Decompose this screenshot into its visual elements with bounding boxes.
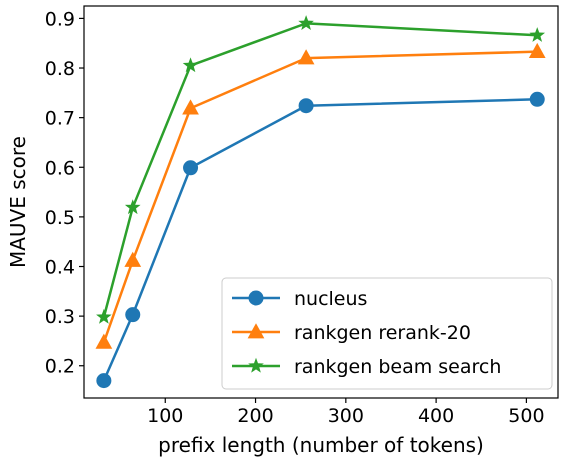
data-point [182, 99, 199, 115]
legend-marker [248, 290, 264, 306]
legend-entry: rankgen beam search [232, 356, 501, 378]
data-point [125, 307, 141, 323]
legend-entry: nucleus [232, 288, 367, 310]
y-tick-label: 0.7 [45, 108, 75, 130]
y-tick-label: 0.3 [45, 306, 75, 328]
y-tick-label: 0.4 [45, 257, 75, 279]
data-point [124, 251, 142, 267]
data-point [298, 98, 314, 114]
series-2 [96, 15, 546, 324]
x-tick-label: 200 [237, 405, 273, 427]
y-axis-ticks: 0.2 0.3 0.4 0.5 0.6 0.7 0.8 0.9 [45, 8, 84, 378]
legend-label: rankgen rerank-20 [294, 322, 471, 344]
y-tick-label: 0.6 [45, 157, 75, 179]
x-tick-label: 500 [508, 405, 544, 427]
legend-box [221, 277, 553, 390]
x-tick-label: 400 [418, 405, 454, 427]
series-layer [95, 15, 546, 389]
data-point [183, 160, 199, 176]
legend: nucleus rankgen rerank-20 rankgen beam sea… [221, 277, 553, 390]
legend-marker [248, 357, 264, 373]
x-tick-label: 100 [147, 405, 183, 427]
series-line [102, 22, 538, 318]
y-axis-title: MAUVE score [6, 136, 30, 268]
x-tick-label: 300 [328, 405, 364, 427]
series-0 [96, 91, 545, 389]
data-point [529, 27, 546, 42]
data-point [528, 42, 546, 58]
legend-label: nucleus [294, 288, 367, 310]
data-point [298, 15, 314, 30]
data-point [96, 308, 112, 324]
series-1 [95, 42, 546, 349]
data-point [96, 373, 112, 389]
y-tick-label: 0.8 [45, 58, 75, 80]
y-tick-label: 0.9 [45, 8, 75, 30]
data-point [529, 91, 545, 107]
legend-entry: rankgen rerank-20 [232, 322, 471, 344]
legend-marker [247, 323, 265, 339]
data-point [182, 57, 199, 73]
data-point [95, 333, 113, 349]
data-point [124, 199, 141, 215]
legend-label: rankgen beam search [294, 356, 501, 378]
plot-frame [83, 5, 559, 399]
x-axis-title: prefix length (number of tokens) [158, 433, 484, 457]
y-tick-label: 0.2 [45, 356, 75, 378]
x-axis-ticks: 100 200 300 400 500 [147, 398, 545, 427]
data-point [297, 49, 315, 65]
y-tick-label: 0.5 [45, 207, 75, 229]
